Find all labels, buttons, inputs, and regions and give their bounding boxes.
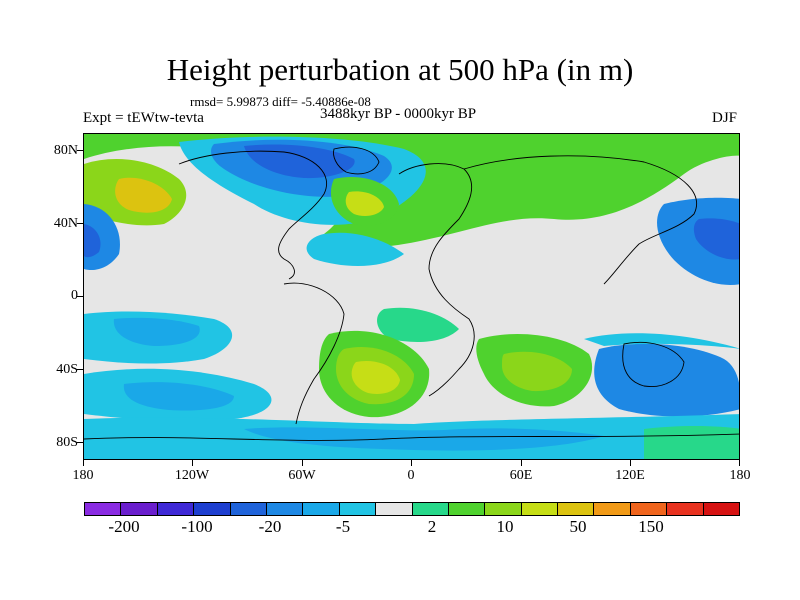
colorbar-swatch-1 — [121, 503, 158, 515]
central-cyan — [306, 232, 404, 266]
s-pacific-blue — [123, 382, 234, 411]
colorbar-label: 50 — [569, 517, 587, 536]
nh-dark-blue — [244, 144, 355, 179]
y-tick — [77, 369, 83, 370]
australia-low-cyan — [584, 333, 739, 349]
y-tick — [77, 442, 83, 443]
colorbar-swatch-8 — [376, 503, 413, 515]
colorbar-swatch-10 — [448, 503, 486, 515]
x-tick — [302, 460, 303, 466]
stats-annotation: rmsd= 5.99873 diff= -5.40886e-08 — [190, 94, 371, 109]
y-tick — [77, 150, 83, 151]
colorbar-swatch-9 — [412, 503, 449, 515]
colorbar-swatch-12 — [521, 503, 559, 515]
colorbar-label: 10 — [496, 517, 514, 536]
colorbar-swatch-11 — [485, 503, 522, 515]
plot-title: Height perturbation at 500 hPa (in m) — [166, 52, 634, 87]
australia-low — [594, 343, 739, 417]
w-pacific-blue-core — [84, 224, 101, 258]
colorbar-swatch-2 — [157, 503, 195, 515]
y-label-40n: 40N — [53, 216, 78, 231]
x-tick — [411, 460, 412, 466]
colorbar-swatch-7 — [339, 503, 377, 515]
colorbar-swatch-17 — [703, 503, 740, 515]
y-label-80s: 80S — [56, 435, 78, 450]
coastlines — [84, 146, 739, 441]
x-label-120e: 120E — [615, 468, 645, 483]
x-label-180w: 180 — [72, 468, 94, 483]
greenland-coast — [333, 146, 380, 175]
y-label-80n: 80N — [53, 143, 78, 158]
y-tick — [77, 296, 83, 297]
colorbar-label: 2 — [427, 517, 437, 536]
y-tick — [77, 223, 83, 224]
colorbar-swatch-13 — [558, 503, 595, 515]
colorbar-label: 150 — [638, 517, 664, 536]
colorbar — [84, 502, 740, 516]
x-tick — [83, 460, 84, 466]
x-label-60w: 60W — [288, 468, 316, 483]
asia-coast — [463, 155, 697, 285]
season-label: DJF — [712, 110, 738, 126]
s-atlantic-high-core — [351, 360, 400, 394]
e-pacific-blue-core — [693, 218, 739, 260]
contour-map — [83, 133, 740, 460]
x-label-180e: 180 — [729, 468, 751, 483]
southern-band-blue — [244, 427, 604, 451]
north-america-coast — [178, 150, 327, 280]
colorbar-swatch-15 — [630, 503, 668, 515]
x-label-120w: 120W — [174, 468, 210, 483]
colorbar-label: -5 — [335, 517, 351, 536]
colorbar-swatch-4 — [230, 503, 267, 515]
y-label-40s: 40S — [56, 362, 78, 377]
australia-coast — [622, 341, 685, 387]
colorbar-swatch-16 — [667, 503, 704, 515]
y-label-eq: 0 — [71, 288, 78, 303]
colorbar-swatch-6 — [303, 503, 340, 515]
x-tick — [739, 460, 740, 466]
atlantic-high-core — [345, 191, 384, 216]
colorbar-swatch-3 — [194, 503, 231, 515]
x-tick — [192, 460, 193, 466]
colorbar-label: -20 — [258, 517, 282, 536]
antarctic-green — [644, 425, 739, 459]
europe-africa-coast — [398, 163, 475, 397]
x-label-0: 0 — [407, 468, 415, 483]
colorbar-swatch-14 — [594, 503, 631, 515]
contour-field — [84, 134, 739, 459]
x-label-60e: 60E — [509, 468, 533, 483]
indian-ocean-high-core — [502, 351, 572, 392]
south-america-coast — [283, 282, 345, 425]
pacific-ridge-core — [115, 177, 172, 213]
x-tick — [521, 460, 522, 466]
colorbar-label: -200 — [108, 517, 140, 536]
experiment-label: Expt = tEWtw-tevta — [83, 110, 204, 126]
colorbar-swatch-5 — [266, 503, 304, 515]
africa-green — [377, 307, 459, 342]
colorbar-swatch-0 — [85, 503, 122, 515]
x-tick — [630, 460, 631, 466]
tropic-band-west-inner — [113, 317, 200, 346]
antarctica-coast — [84, 433, 739, 441]
colorbar-label: -100 — [181, 517, 213, 536]
period-label: 3488kyr BP - 0000kyr BP — [320, 106, 477, 122]
